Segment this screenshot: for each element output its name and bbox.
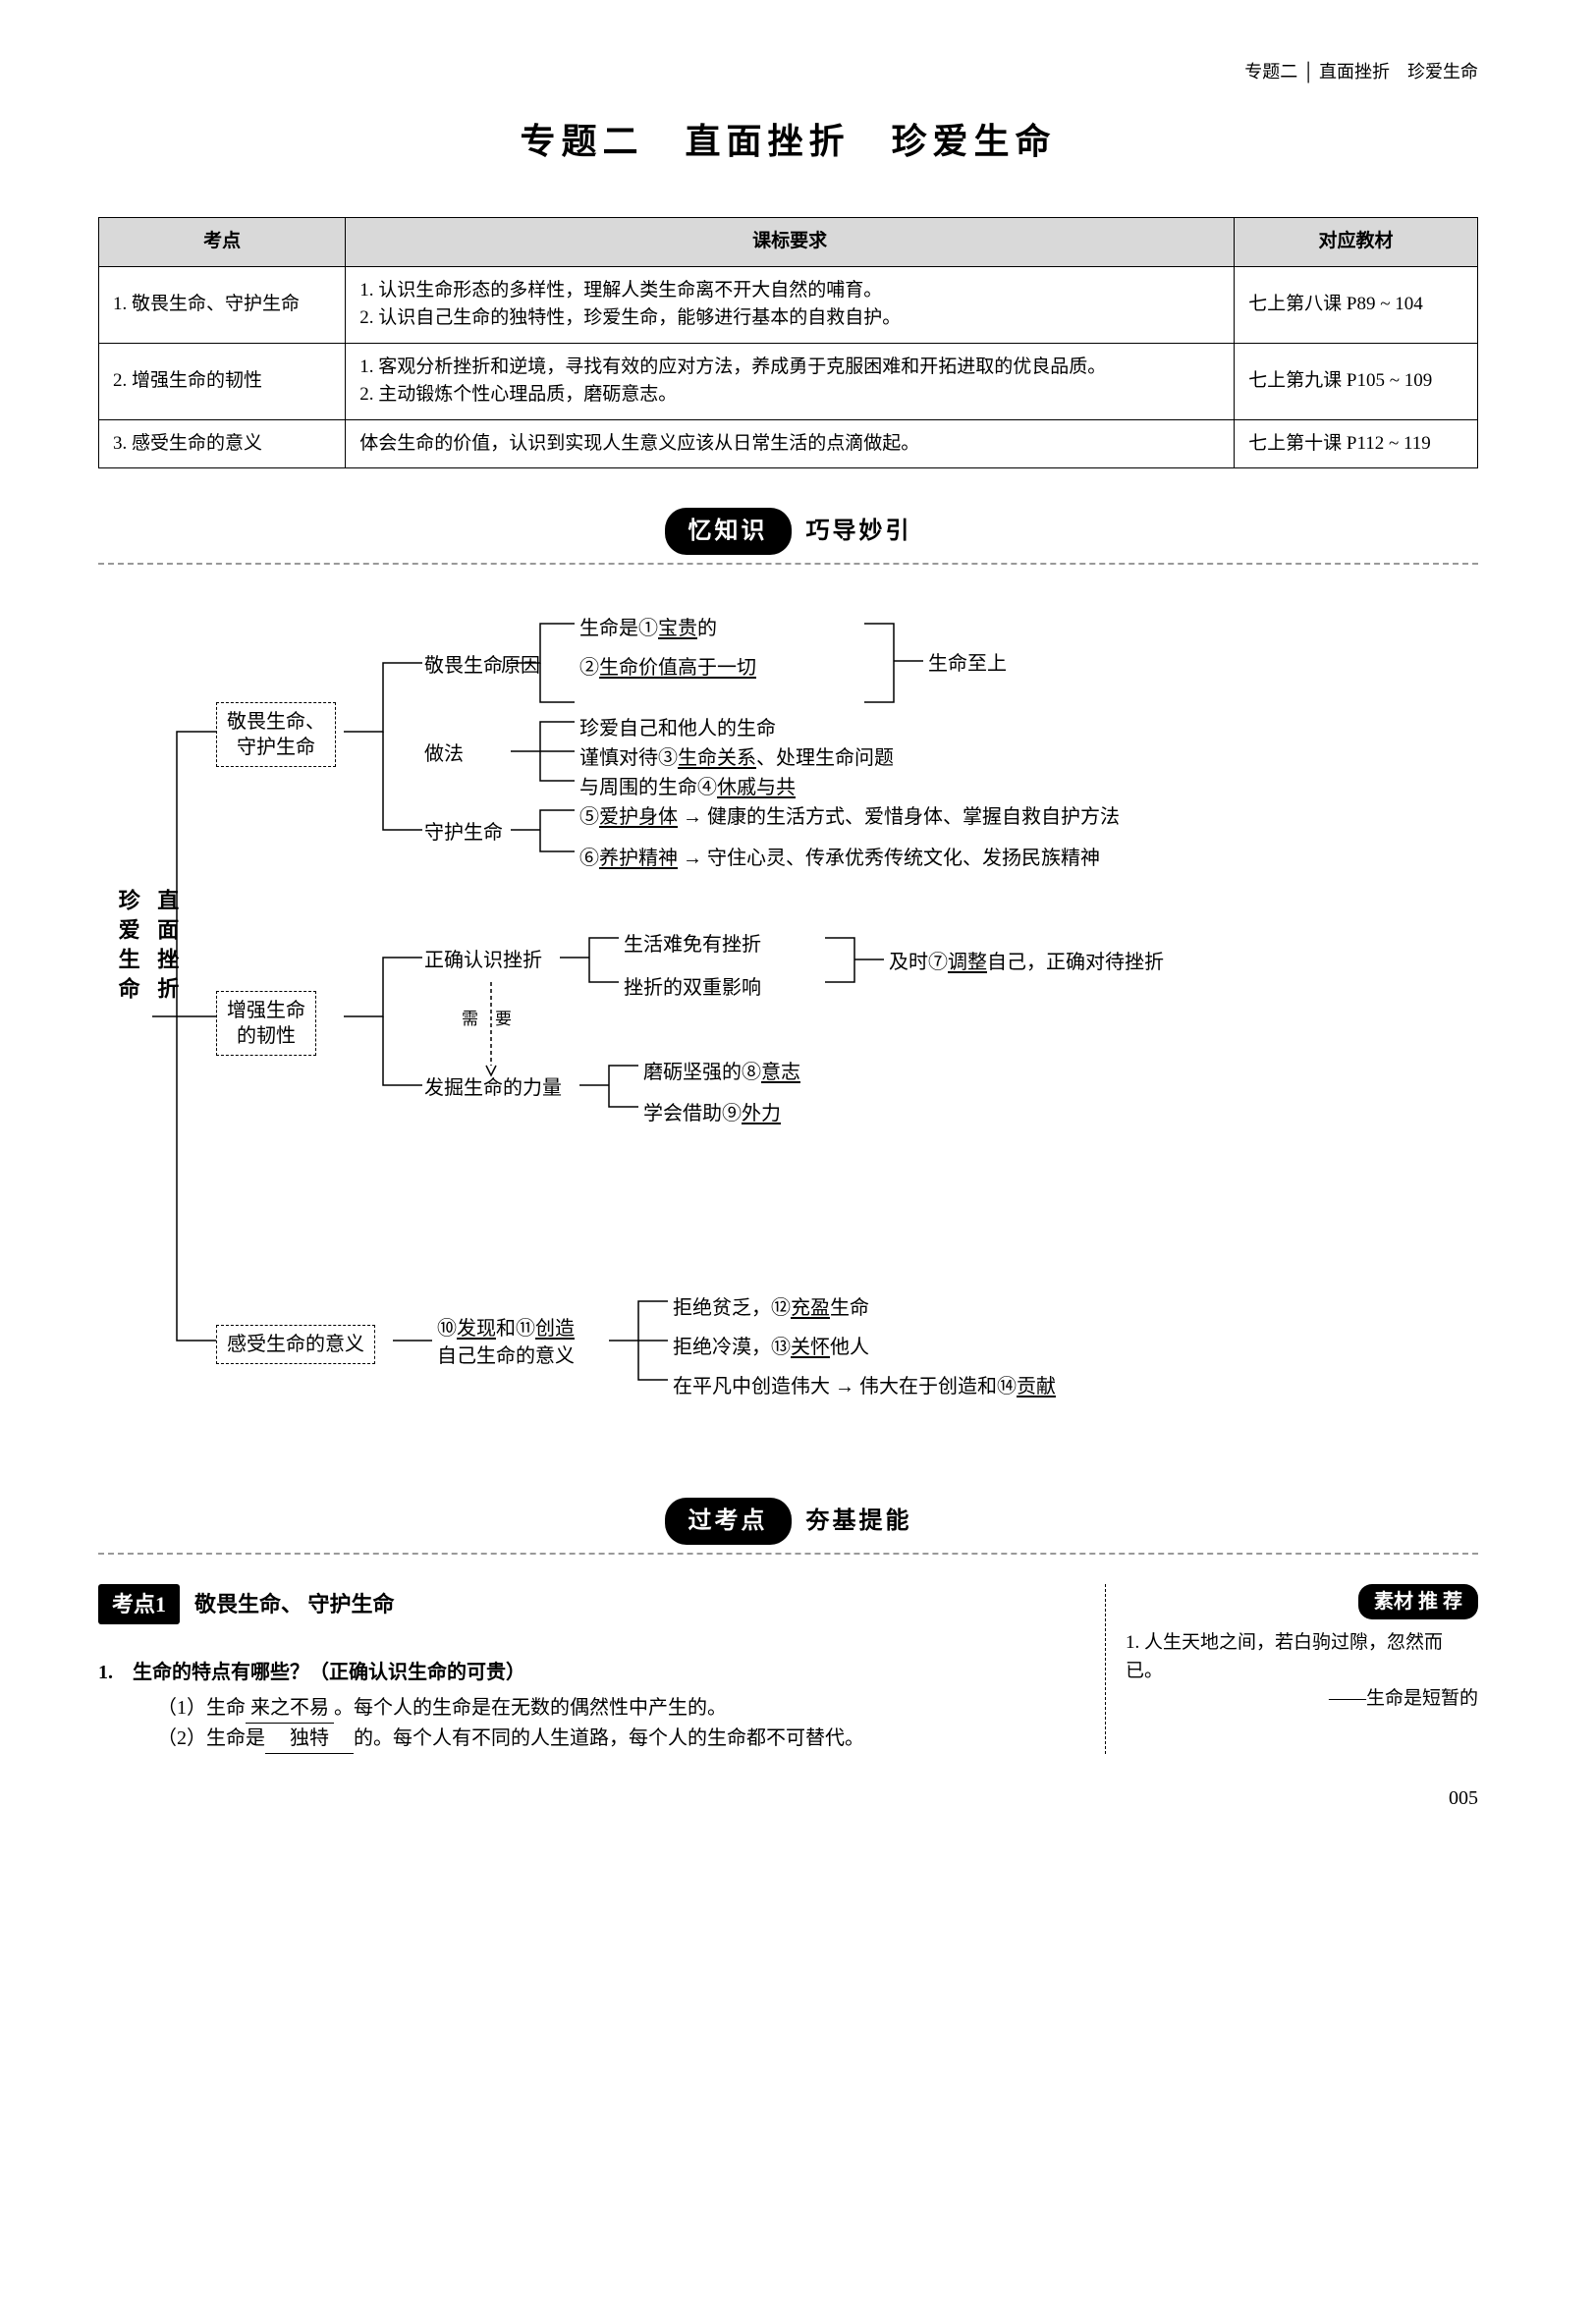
- b2-n2b: 学会借助⑨外力: [643, 1099, 781, 1128]
- root: 直面挫折珍爱生命: [108, 889, 186, 1007]
- b3-box: 感受生命的意义: [216, 1325, 375, 1364]
- table-row-kd: 2. 增强生命的韧性: [99, 343, 346, 419]
- b3-n1: ⑩发现和⑪创造自己生命的意义: [437, 1315, 575, 1370]
- kaodian-block: 考点1 敬畏生命、 守护生命 1. 生命的特点有哪些？（正确认识生命的可贵） （…: [98, 1584, 1066, 1754]
- requirements-table: 考点 课标要求 对应教材 1. 敬畏生命、守护生命1. 认识生命形态的多样性，理…: [98, 217, 1478, 468]
- b2-n1a: 生活难免有挫折: [624, 930, 761, 959]
- answer-1-2: （2）生命是独特的。每个人有不同的人生道路，每个人的生命都不可替代。: [157, 1724, 1066, 1754]
- table-row-tb: 七上第十课 P112 ~ 119: [1235, 419, 1478, 468]
- th-kd: 考点: [99, 218, 346, 267]
- b2-mid: 需 要: [462, 1007, 512, 1032]
- b3-r1: 拒绝贫乏，⑫充盈生命: [673, 1293, 869, 1323]
- sucai-block: 素材 推 荐 1. 人生天地之间，若白驹过隙，忽然而已。 ——生命是短暂的: [1105, 1584, 1478, 1754]
- b2-box: 增强生命的韧性: [216, 991, 316, 1056]
- pill-sub-1: 巧导妙引: [806, 514, 912, 549]
- table-row-tb: 七上第九课 P105 ~ 109: [1235, 343, 1478, 419]
- sucai-line1: 1. 人生天地之间，若白驹过隙，忽然而已。: [1126, 1629, 1478, 1685]
- question-1: 1. 生命的特点有哪些？（正确认识生命的可贵）: [98, 1658, 1066, 1687]
- b1-n1: 敬畏生命: [424, 651, 503, 681]
- b1-n2b: ⑥养护精神 → 守住心灵、传承优秀传统文化、发扬民族精神: [579, 844, 1100, 873]
- page-number: 005: [98, 1783, 1478, 1813]
- pill-yizhishi: 忆知识: [665, 508, 792, 555]
- b2-n1: 正确认识挫折: [424, 946, 542, 975]
- sucai-badge: 素材 推 荐: [1358, 1584, 1478, 1619]
- b1-n1a-right: 生命至上: [928, 649, 1007, 679]
- page-title: 专题二 直面挫折 珍爱生命: [98, 115, 1478, 168]
- b2-n2a: 磨砺坚强的⑧意志: [643, 1058, 800, 1087]
- b1-n1b3: 与周围的生命④休戚与共: [579, 773, 796, 802]
- b1-n2a: ⑤爱护身体 → 健康的生活方式、爱惜身体、掌握自救自护方法: [579, 802, 1120, 832]
- th-req: 课标要求: [346, 218, 1235, 267]
- b1-n1b1: 珍爱自己和他人的生命: [579, 714, 776, 743]
- b1-box: 敬畏生命、守护生命: [216, 702, 336, 767]
- b1-n1b2: 谨慎对待③生命关系、处理生命问题: [579, 743, 894, 773]
- b2-n1b: 挫折的双重影响: [624, 973, 761, 1003]
- b3-r3: 在平凡中创造伟大 → 伟大在于创造和⑭贡献: [673, 1372, 1056, 1401]
- pill-guokaodian: 过考点: [665, 1498, 792, 1545]
- table-row-req: 1. 客观分析挫折和逆境，寻找有效的应对方法，养成勇于克服困难和开拓进取的优良品…: [346, 343, 1235, 419]
- th-tb: 对应教材: [1235, 218, 1478, 267]
- section-guokaodian: 过考点 夯基提能: [98, 1498, 1478, 1555]
- table-row-req: 1. 认识生命形态的多样性，理解人类生命离不开大自然的哺育。2. 认识自己生命的…: [346, 266, 1235, 343]
- mind-map: 直面挫折珍爱生命 敬畏生命、守护生命 敬畏生命 做法 原因 生命是①宝贵的 ②生…: [98, 594, 1478, 1458]
- kaodian-title: 敬畏生命、 守护生命: [194, 1592, 395, 1616]
- table-row-kd: 3. 感受生命的意义: [99, 419, 346, 468]
- kaodian-badge: 考点1: [98, 1584, 180, 1624]
- sucai-line2: ——生命是短暂的: [1126, 1685, 1478, 1714]
- b1-n1b: 做法: [424, 740, 464, 769]
- table-row-kd: 1. 敬畏生命、守护生命: [99, 266, 346, 343]
- answer-1-1: （1）生命来之不易。每个人的生命是在无数的偶然性中产生的。: [157, 1693, 1066, 1724]
- b2-n2: 发掘生命的力量: [424, 1073, 562, 1103]
- b1-n1a1: 生命是①宝贵的: [579, 614, 717, 643]
- b1-n2: 守护生命: [424, 818, 503, 848]
- b3-r2: 拒绝冷漠，⑬关怀他人: [673, 1333, 869, 1362]
- b1-n1a: 原因: [501, 651, 540, 681]
- section-yizhishi: 忆知识 巧导妙引: [98, 508, 1478, 565]
- pill-sub-2: 夯基提能: [806, 1504, 912, 1539]
- breadcrumb: 专题二 │ 直面挫折 珍爱生命: [98, 59, 1478, 85]
- table-row-req: 体会生命的价值，认识到实现人生意义应该从日常生活的点滴做起。: [346, 419, 1235, 468]
- table-row-tb: 七上第八课 P89 ~ 104: [1235, 266, 1478, 343]
- b1-n1a2: ②生命价值高于一切: [579, 653, 756, 683]
- b2-n1-right: 及时⑦调整自己，正确对待挫折: [889, 948, 1164, 977]
